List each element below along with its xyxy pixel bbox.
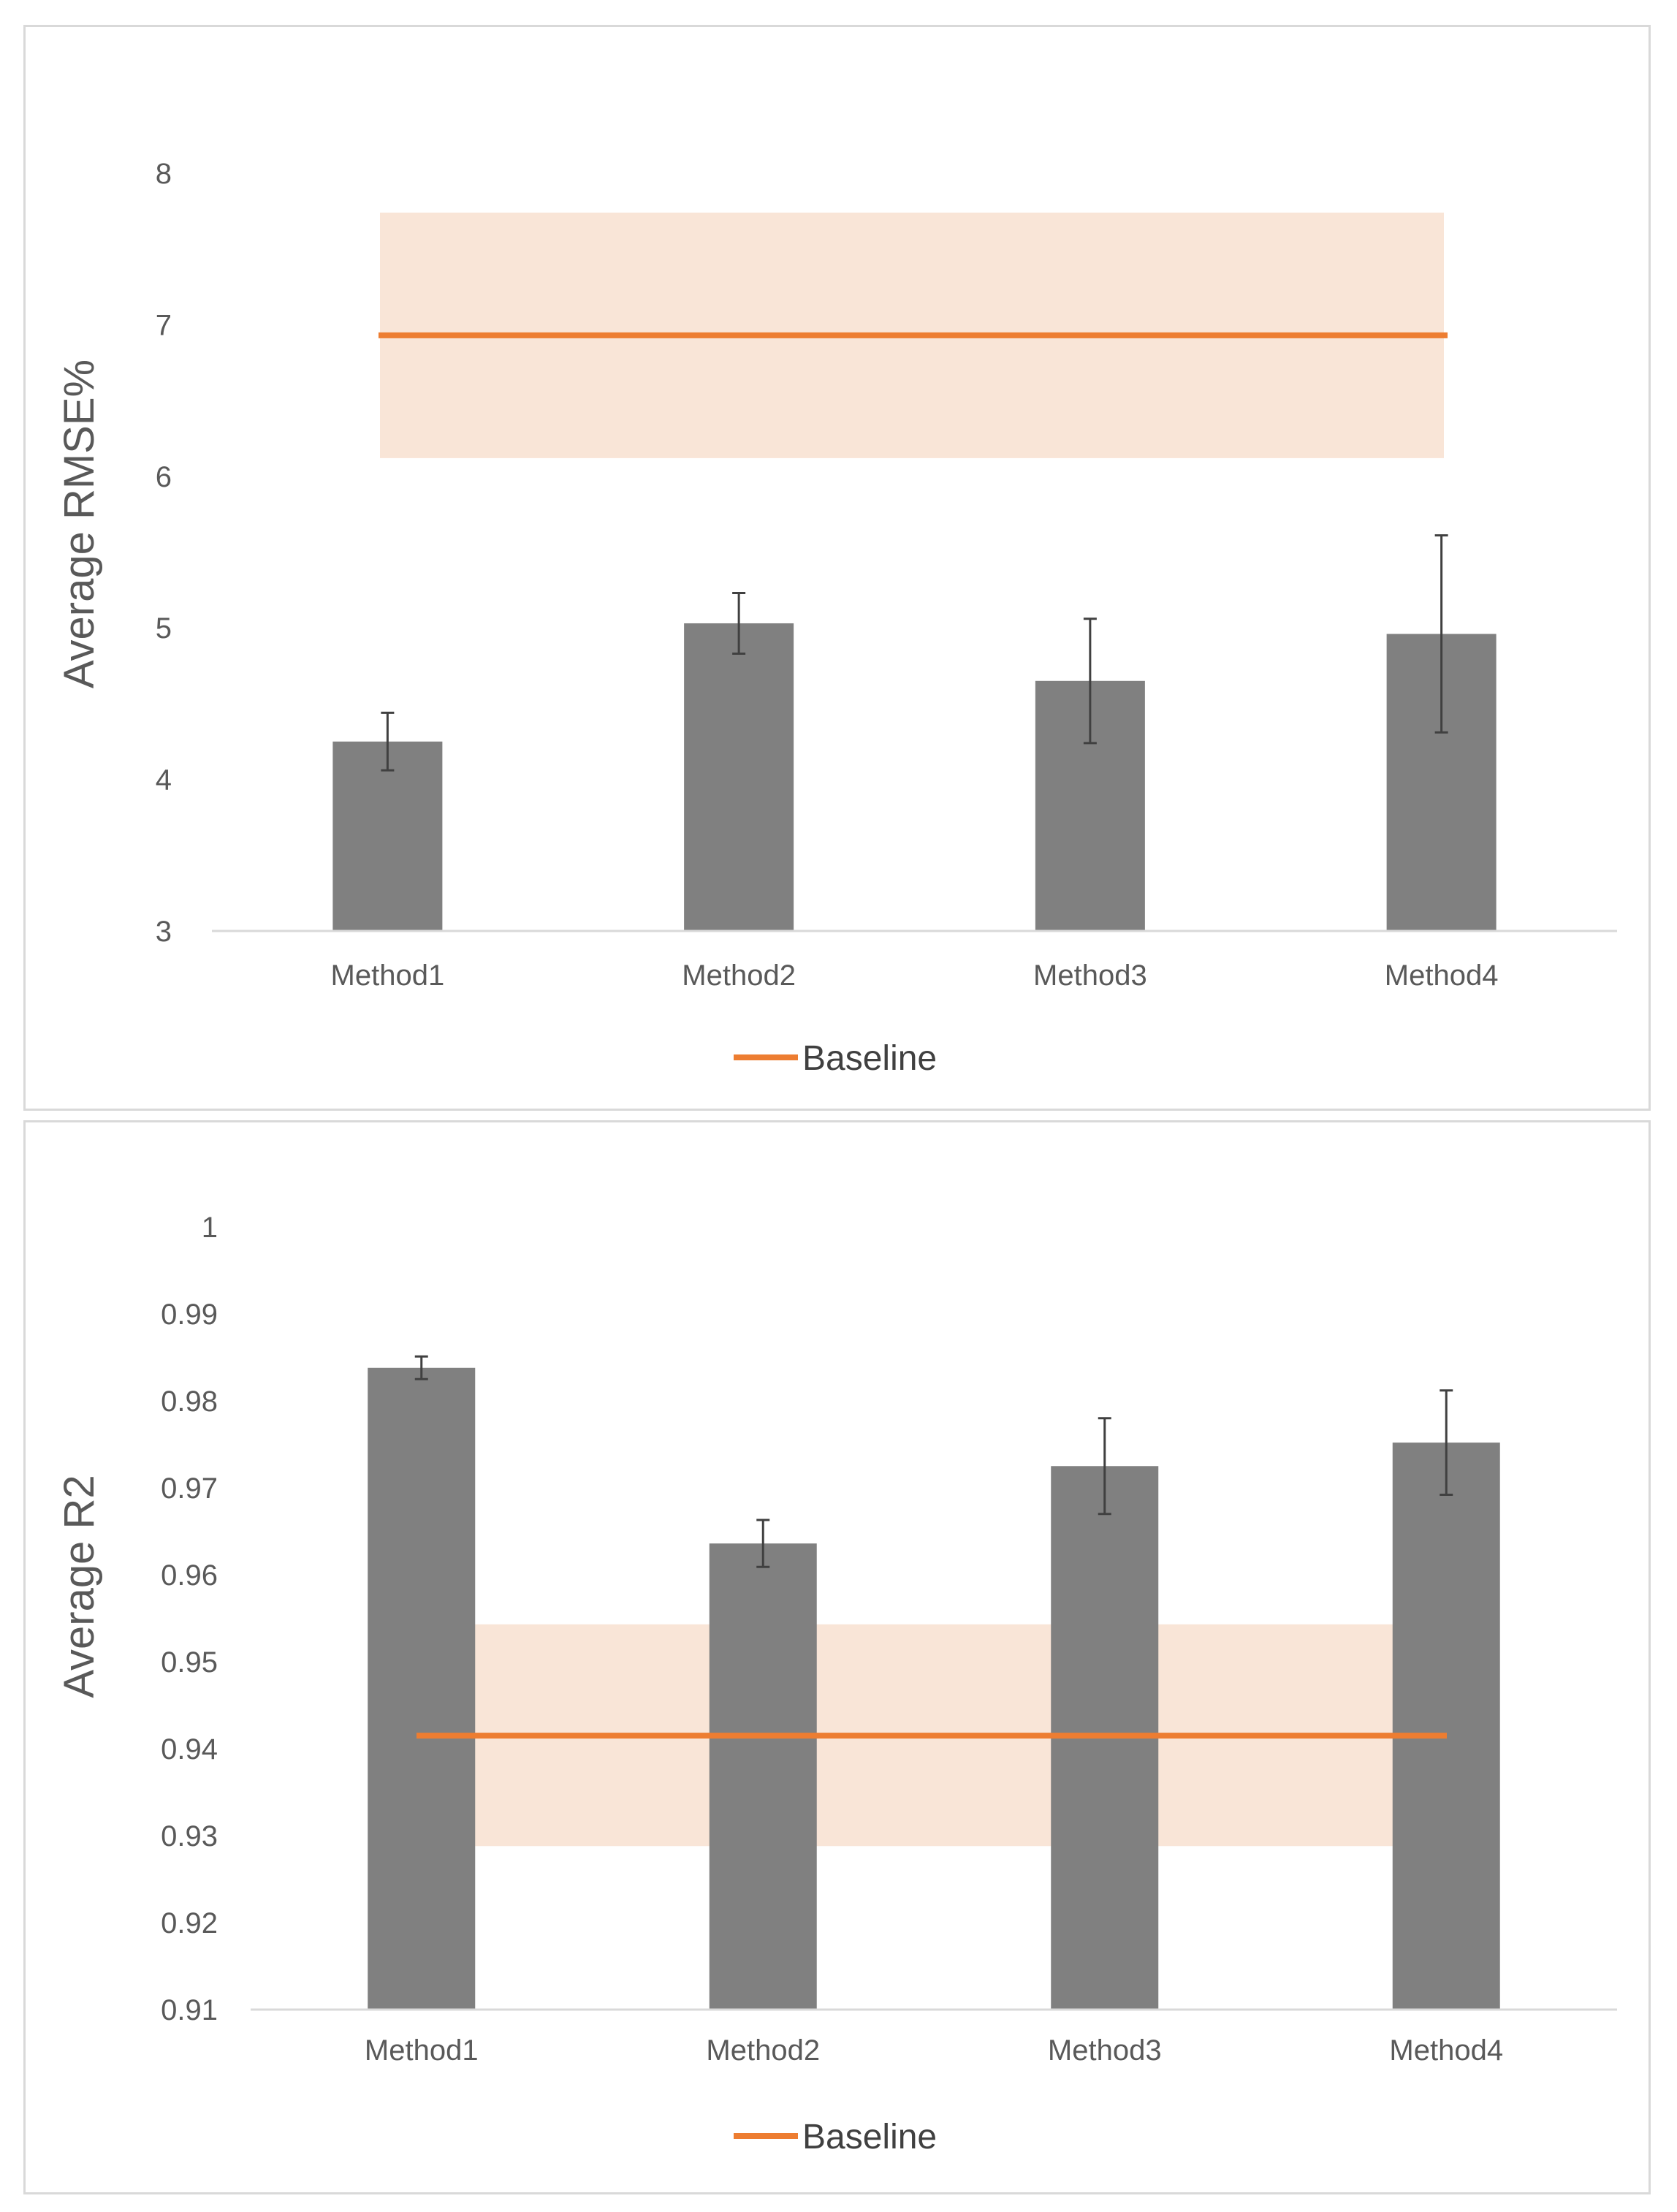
rmse-chart-panel: 3 4 5 6 7 8 Method1 Method2 Method3 Method4 Averag… [23, 25, 1651, 1111]
bar-method1 [368, 1367, 476, 2010]
y-tick-label: 6 [156, 461, 172, 493]
x-tick-label: Method3 [1048, 2034, 1162, 2067]
legend-label: Baseline [802, 2118, 937, 2156]
y-tick-label: 0.92 [161, 1907, 218, 1939]
y-axis-title: Average R2 [56, 1475, 103, 1698]
bar-method2 [684, 623, 794, 931]
y-tick-label: 0.98 [161, 1386, 218, 1418]
x-tick-label: Method3 [1033, 959, 1147, 992]
legend-label: Baseline [802, 1039, 937, 1078]
r2-chart: 0.91 0.92 0.93 0.94 0.95 0.96 0.97 0.98 0.99 1 Met… [56, 1212, 1617, 2156]
x-tick-label: Method2 [682, 959, 796, 992]
bar-method2 [709, 1543, 817, 2010]
y-tick-label: 7 [156, 309, 172, 341]
y-tick-label: 4 [156, 764, 172, 797]
bar-method4 [1392, 1443, 1500, 2010]
x-tick-label: Method4 [1389, 2034, 1503, 2067]
y-tick-label: 0.94 [161, 1733, 218, 1766]
x-tick-label: Method2 [706, 2034, 820, 2067]
y-tick-label: 0.96 [161, 1559, 218, 1592]
y-tick-label: 3 [156, 916, 172, 948]
y-axis-title: Average RMSE% [56, 360, 103, 688]
x-tick-label: Method4 [1385, 959, 1499, 992]
y-tick-label: 1 [202, 1212, 218, 1244]
y-tick-label: 8 [156, 158, 172, 190]
bar-method1 [332, 741, 443, 931]
y-tick-label: 0.95 [161, 1646, 218, 1679]
y-tick-label: 0.97 [161, 1472, 218, 1505]
y-tick-label: 5 [156, 612, 172, 645]
x-tick-label: Method1 [365, 2034, 479, 2067]
y-tick-label: 0.93 [161, 1820, 218, 1852]
x-tick-label: Method1 [331, 959, 445, 992]
rmse-chart: 3 4 5 6 7 8 Method1 Method2 Method3 Method4 Averag… [56, 158, 1617, 1078]
y-tick-label: 0.91 [161, 1994, 218, 2026]
y-tick-label: 0.99 [161, 1299, 218, 1331]
r2-chart-panel: 0.91 0.92 0.93 0.94 0.95 0.96 0.97 0.98 0.99 1 Met… [23, 1120, 1651, 2194]
